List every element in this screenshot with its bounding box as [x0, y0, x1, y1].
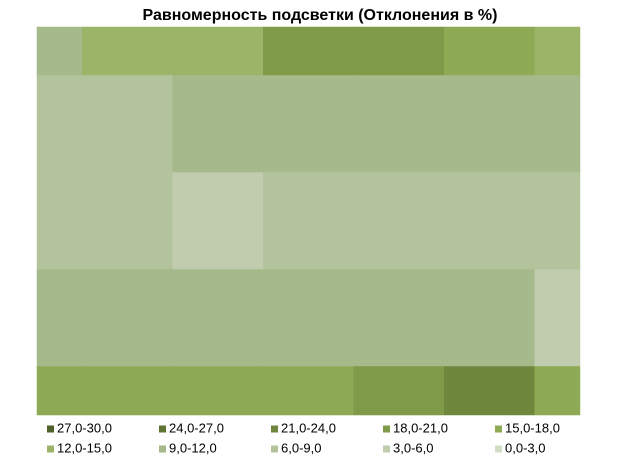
contour-cell [36, 75, 83, 173]
contour-cell [353, 26, 445, 76]
contour-cell [36, 269, 83, 367]
contour-cell [172, 366, 264, 416]
legend-label: 9,0-12,0 [169, 440, 217, 455]
legend-swatch [271, 425, 278, 433]
legend-swatch [159, 425, 166, 433]
contour-cell [444, 172, 535, 270]
contour-cell [82, 75, 173, 173]
legend-label: 27,0-30,0 [57, 420, 112, 435]
legend-label: 18,0-21,0 [393, 420, 448, 435]
contour-cell [172, 75, 264, 173]
legend-swatch [383, 445, 390, 453]
contour-cell [353, 75, 445, 173]
contour-cell [534, 269, 581, 367]
contour-cell [534, 26, 581, 76]
legend-swatch [47, 445, 54, 453]
chart-title: Равномерность подсветки (Отклонения в %) [143, 7, 498, 24]
contour-cell [444, 269, 535, 367]
legend-label: 21,0-24,0 [281, 420, 336, 435]
contour-cell [36, 172, 83, 270]
contour-cell [444, 366, 535, 416]
plot-area [36, 26, 581, 416]
legend-label: 15,0-18,0 [505, 420, 560, 435]
legend-swatch [271, 445, 278, 453]
contour-cell [263, 26, 354, 76]
contour-cell [172, 269, 264, 367]
contour-cell [36, 366, 83, 416]
contour-cell [353, 366, 445, 416]
contour-cell [82, 269, 173, 367]
contour-cell [444, 75, 535, 173]
legend-label: 0,0-3,0 [505, 440, 545, 455]
contour-cell [353, 269, 445, 367]
contour-cell [82, 366, 173, 416]
contour-cell [172, 172, 264, 270]
legend-swatch [495, 425, 502, 433]
contour-cell [82, 172, 173, 270]
contour-cell [353, 172, 445, 270]
contour-cell [263, 366, 354, 416]
contour-cell [263, 269, 354, 367]
contour-cell [534, 366, 581, 416]
legend-label: 3,0-6,0 [393, 440, 433, 455]
contour-cell [444, 26, 535, 76]
contour-cell [534, 172, 581, 270]
contour-cell [82, 26, 173, 76]
legend-swatch [47, 425, 54, 433]
contour-cell [263, 75, 354, 173]
contour-cell [263, 172, 354, 270]
legend-label: 24,0-27,0 [169, 420, 224, 435]
legend-swatch [383, 425, 390, 433]
legend-swatch [495, 445, 502, 453]
contour-cell [172, 26, 264, 76]
contour-cell [534, 75, 581, 173]
contour-cell [36, 26, 83, 76]
legend-swatch [159, 445, 166, 453]
legend-label: 12,0-15,0 [57, 440, 112, 455]
legend-label: 6,0-9,0 [281, 440, 321, 455]
